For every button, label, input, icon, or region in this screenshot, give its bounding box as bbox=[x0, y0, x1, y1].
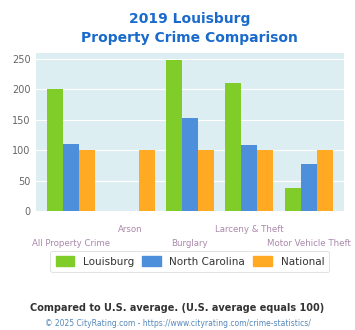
Text: Motor Vehicle Theft: Motor Vehicle Theft bbox=[267, 239, 351, 248]
Text: Larceny & Theft: Larceny & Theft bbox=[215, 225, 284, 234]
Bar bbox=[285, 188, 301, 211]
Bar bbox=[241, 146, 257, 211]
Text: Arson: Arson bbox=[118, 225, 143, 234]
Bar bbox=[225, 82, 241, 211]
Title: 2019 Louisburg
Property Crime Comparison: 2019 Louisburg Property Crime Comparison bbox=[82, 12, 298, 45]
Text: All Property Crime: All Property Crime bbox=[32, 239, 110, 248]
Legend: Louisburg, North Carolina, National: Louisburg, North Carolina, National bbox=[50, 251, 329, 272]
Bar bbox=[63, 144, 79, 211]
Bar bbox=[166, 60, 182, 211]
Bar bbox=[182, 118, 198, 211]
Bar bbox=[317, 150, 333, 211]
Text: Compared to U.S. average. (U.S. average equals 100): Compared to U.S. average. (U.S. average … bbox=[31, 303, 324, 313]
Bar bbox=[301, 164, 317, 211]
Bar bbox=[198, 150, 214, 211]
Bar bbox=[47, 89, 63, 211]
Text: Burglary: Burglary bbox=[171, 239, 208, 248]
Bar bbox=[79, 150, 95, 211]
Bar bbox=[257, 150, 273, 211]
Text: © 2025 CityRating.com - https://www.cityrating.com/crime-statistics/: © 2025 CityRating.com - https://www.city… bbox=[45, 319, 310, 328]
Bar bbox=[138, 150, 154, 211]
